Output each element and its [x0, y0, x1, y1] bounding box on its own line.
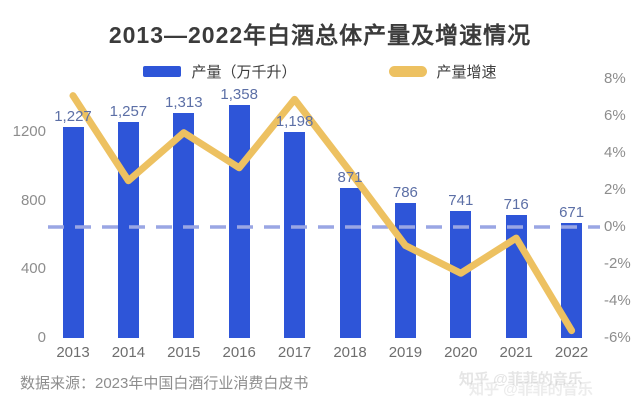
bar-value-label: 786 [392, 184, 418, 202]
bar-value-label: 716 [503, 196, 529, 214]
y-axis-tick-left: 1200 [12, 123, 46, 140]
bar-2013 [62, 127, 84, 338]
bar-value-label: 1,358 [220, 85, 258, 103]
bar-value-label: 671 [559, 203, 585, 221]
y-axis-tick-right: -6% [604, 329, 631, 346]
bar-value-label: 1,313 [165, 93, 203, 111]
x-axis-label: 2022 [554, 344, 589, 361]
y-axis-tick-right: -4% [604, 292, 631, 309]
x-axis-label: 2014 [111, 344, 146, 361]
growth-line [69, 92, 576, 335]
bar-value-label: 1,257 [109, 103, 148, 121]
y-axis-tick-right: -2% [604, 255, 631, 272]
legend-label-production: 产量（万千升） [191, 63, 297, 81]
x-axis-label: 2017 [277, 344, 312, 361]
bar-value-label: 1,227 [54, 108, 92, 126]
bar-2022 [561, 222, 583, 338]
x-axis-label: 2018 [333, 344, 367, 361]
bar-2017 [284, 132, 306, 338]
y-axis-tick-right: 8% [604, 70, 626, 87]
y-axis-tick-right: 4% [604, 144, 626, 161]
legend-label-growth: 产量增速 [436, 63, 497, 81]
legend-item-growth: 产量增速 [388, 61, 497, 82]
bar-value-label: 1,198 [275, 113, 314, 131]
x-axis-label: 2013 [56, 344, 90, 361]
y-axis-tick-left: 400 [20, 260, 46, 278]
line-series-swatch [388, 65, 427, 77]
y-axis-tick-left: 0 [37, 329, 46, 346]
x-axis-label: 2016 [222, 344, 256, 361]
bar-series-swatch [143, 65, 182, 77]
legend-item-production: 产量（万千升） [143, 61, 297, 82]
y-axis-tick-right: 0% [604, 218, 626, 235]
y-axis-tick-left: 800 [20, 191, 46, 209]
bar-value-label: 741 [448, 191, 474, 209]
bar-value-label: 871 [337, 169, 363, 187]
chart-title: 2013—2022年白酒总体产量及增速情况 [108, 22, 532, 48]
x-axis-label: 2020 [444, 344, 478, 361]
legend: 产量（万千升） 产量增速 [0, 60, 640, 82]
data-source-note: 数据来源：2023年中国白酒行业消费白皮书 [20, 375, 309, 392]
x-axis-label: 2019 [388, 344, 423, 361]
x-axis-label: 2015 [167, 344, 201, 361]
x-axis-label: 2021 [499, 344, 533, 361]
y-axis-tick-right: 2% [604, 181, 626, 198]
y-axis-tick-right: 6% [604, 107, 626, 124]
